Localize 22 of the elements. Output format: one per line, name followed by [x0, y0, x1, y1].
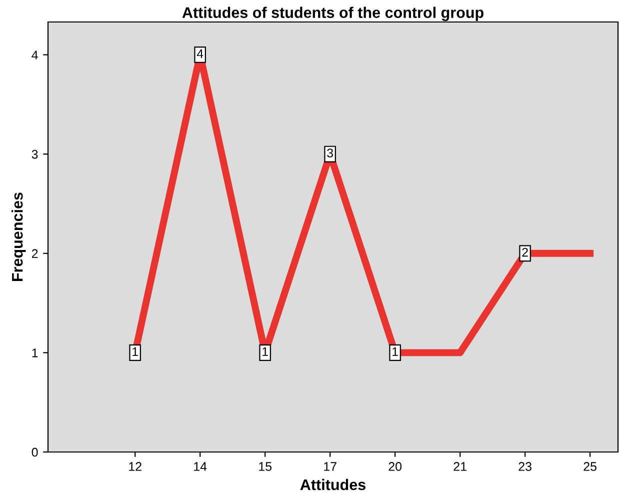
x-tick-label: 23	[518, 462, 532, 471]
data-label: 1	[392, 347, 398, 356]
x-tick-label: 21	[454, 462, 466, 471]
y-tick-label: 3	[32, 150, 38, 159]
y-tick-label: 0	[32, 448, 38, 457]
x-tick-label: 25	[584, 462, 596, 471]
x-tick-label: 14	[194, 462, 207, 471]
x-tick-label: 20	[388, 462, 402, 471]
data-label: 1	[132, 347, 138, 356]
y-tick-label: 2	[32, 249, 38, 258]
x-tick-label: 17	[324, 462, 336, 471]
data-label: 4	[196, 49, 204, 58]
x-tick-label: 15	[259, 462, 272, 471]
x-tick-label: 12	[129, 462, 142, 471]
y-tick-label: 4	[32, 50, 38, 60]
y-tick-label: 1	[32, 348, 38, 358]
chart-title: Attitudes of students of the control group	[182, 6, 484, 22]
data-label: 1	[262, 347, 268, 356]
x-axis-title: Attitudes	[300, 478, 366, 490]
data-label: 2	[522, 248, 528, 257]
y-axis-title: Frequencies	[12, 192, 26, 281]
data-label: 3	[327, 148, 333, 158]
